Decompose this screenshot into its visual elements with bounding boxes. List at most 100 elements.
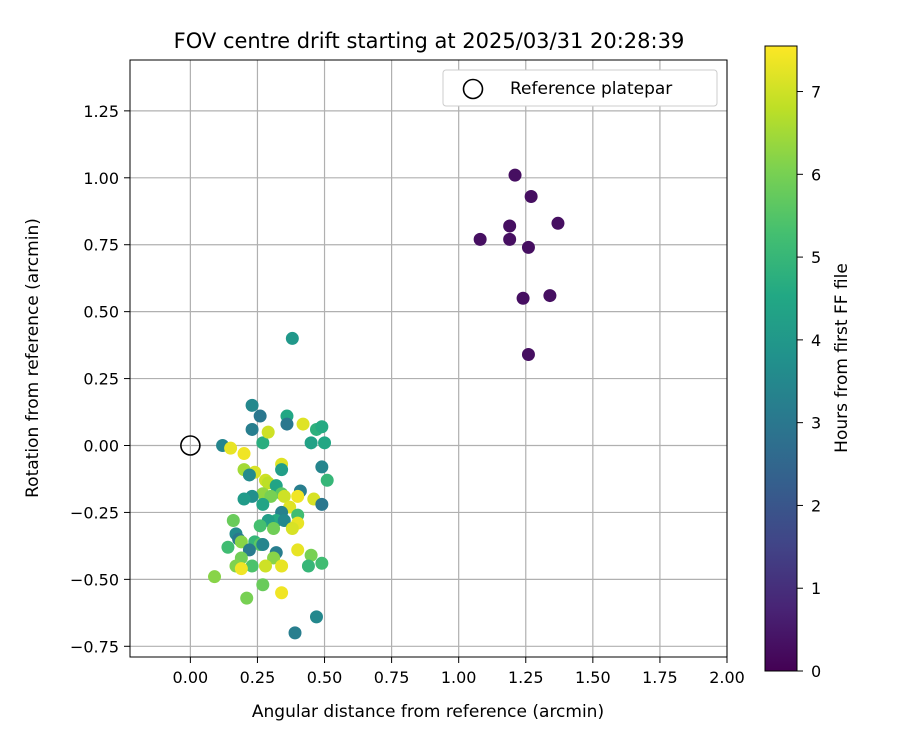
y-tick-label: 0.50 [83,303,119,322]
y-tick-label: 0.75 [83,236,119,255]
data-point [503,232,517,246]
data-point [261,425,275,439]
x-axis-ticks: 0.00 0.25 0.50 0.75 1.00 1.25 1.50 1.75 2.00 [173,657,745,687]
colorbar-tick-label: 6 [811,165,821,184]
data-point [275,463,289,477]
x-tick-label: 2.00 [709,668,745,687]
colorbar-tick-label: 1 [811,579,821,598]
data-point [208,570,222,584]
data-point [285,331,299,345]
data-point [226,513,240,527]
data-point [320,473,334,487]
x-tick-label: 0.75 [374,668,410,687]
data-point [256,436,270,450]
data-point [253,409,267,423]
colorbar-tick-label: 2 [811,496,821,515]
data-point [267,551,281,565]
x-tick-label: 1.25 [508,668,544,687]
data-point [280,417,294,431]
data-point [503,219,517,233]
data-point [256,538,270,552]
data-point [296,417,310,431]
data-point [258,559,272,573]
data-point [242,468,256,482]
data-point [275,559,289,573]
data-point [277,513,291,527]
data-point [516,291,530,305]
data-point [521,240,535,254]
data-point [221,540,235,554]
data-point [264,489,278,503]
data-point [304,436,318,450]
data-point [256,497,270,511]
data-point [245,422,259,436]
colorbar-ticks: 0 1 2 3 4 5 6 7 [797,83,821,681]
data-point [301,559,315,573]
data-point [256,578,270,592]
x-tick-label: 1.50 [575,668,611,687]
data-points [180,168,565,640]
data-point [508,168,522,182]
legend-reference-marker [462,78,484,100]
y-tick-label: 1.00 [83,169,119,188]
data-point [315,556,329,570]
data-point [318,436,332,450]
reference-platepar-marker [180,435,201,456]
legend: Reference platepar [442,69,718,107]
data-point [291,489,305,503]
colorbar-tick-label: 4 [811,331,821,350]
data-point [237,492,251,506]
y-tick-label: 0.00 [83,437,119,456]
data-point [242,543,256,557]
data-point [240,591,254,605]
data-point [234,535,248,549]
x-tick-label: 1.00 [441,668,477,687]
x-tick-label: 0.50 [307,668,343,687]
y-tick-label: −0.25 [70,503,119,522]
data-point [543,289,557,303]
y-axis-ticks: −0.75 −0.50 −0.25 0.00 0.25 0.50 0.75 1.00 1.25 [70,102,130,656]
x-tick-label: 0.25 [240,668,276,687]
data-point [309,610,323,624]
colorbar: 0 1 2 3 4 5 6 7 Hours from first FF file [764,45,852,681]
colorbar-label: Hours from first FF file [832,263,852,453]
y-tick-label: 0.25 [83,370,119,389]
colorbar-tick-label: 0 [811,662,821,681]
chart-title: FOV centre drift starting at 2025/03/31 … [174,29,685,53]
data-point [277,489,291,503]
data-point [245,559,259,573]
data-point [267,521,281,535]
y-tick-label: 1.25 [83,102,119,121]
data-point [285,521,299,535]
colorbar-tick-label: 5 [811,248,821,267]
grid-lines [130,60,728,657]
y-axis-label: Rotation from reference (arcmin) [23,218,43,498]
data-point [304,548,318,562]
data-point [524,190,538,204]
data-point [315,420,329,434]
data-point [234,562,248,576]
colorbar-gradient [764,45,798,672]
data-point [245,398,259,412]
data-point [288,626,302,640]
legend-box [442,69,718,107]
x-tick-label: 0.00 [173,668,209,687]
plot-frame [129,59,728,658]
colorbar-tick-label: 7 [811,83,821,102]
y-tick-label: −0.75 [70,637,119,656]
data-point [551,216,565,230]
legend-entry-reference: Reference platepar [510,79,672,99]
colorbar-tick-label: 3 [811,414,821,433]
x-axis-label: Angular distance from reference (arcmin) [252,702,604,722]
data-point [315,497,329,511]
x-tick-label: 1.75 [642,668,678,687]
data-point [291,543,305,557]
data-point [275,586,289,600]
data-point [521,347,535,361]
data-point [315,460,329,474]
data-point [224,441,238,455]
data-point [237,447,251,461]
y-tick-label: −0.50 [70,570,119,589]
